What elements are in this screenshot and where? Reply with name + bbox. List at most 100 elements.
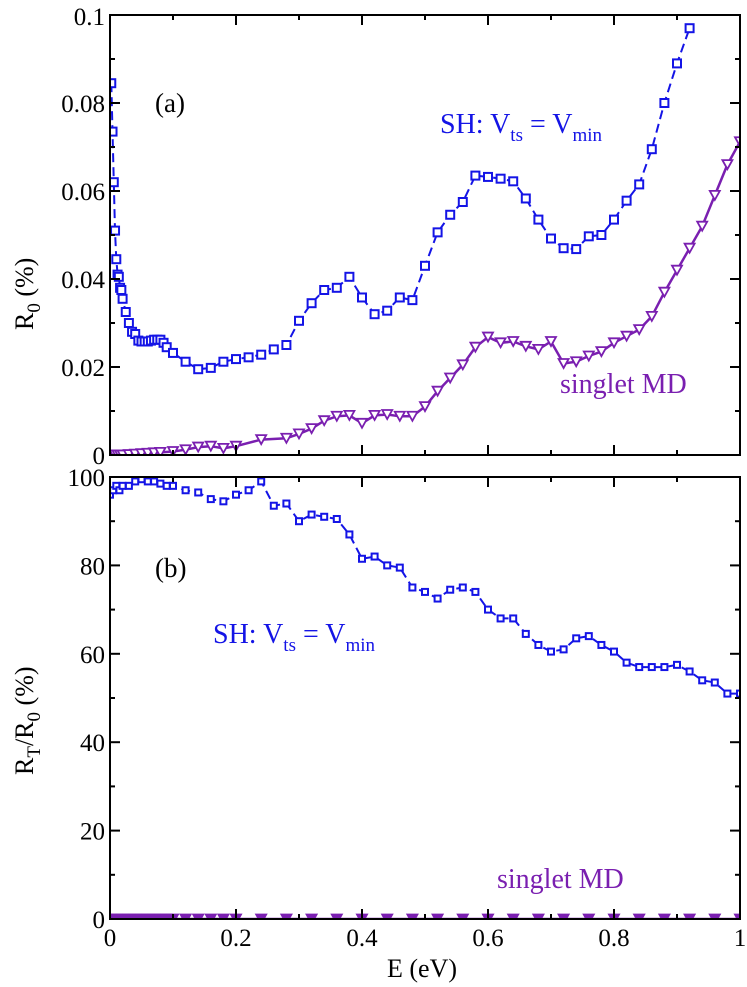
sh-data-point: [646, 144, 657, 155]
sh-data-point: [345, 530, 354, 539]
sh-data-point: [383, 561, 392, 570]
md-data-point: [557, 913, 571, 919]
md-data-point: [330, 913, 344, 919]
md-data-point: [607, 337, 621, 350]
md-data-point: [393, 410, 407, 423]
md-data-point: [683, 242, 697, 255]
sh-data-point: [508, 176, 519, 187]
md-data-point: [342, 409, 356, 422]
sh-data-point: [432, 227, 443, 238]
sh-data-point: [282, 499, 291, 508]
md-data-point: [733, 136, 740, 149]
sh-data-point: [344, 271, 355, 282]
sh-data-point: [231, 354, 241, 365]
md-data-point: [405, 913, 419, 919]
panel-b-label: (b): [155, 553, 186, 583]
panel-a-label: (a): [155, 88, 185, 118]
md-data-point: [431, 385, 445, 398]
md-data-point: [191, 913, 205, 919]
sh-data-point: [113, 271, 124, 282]
sh-data-point: [547, 647, 555, 656]
sh-data-point: [634, 179, 645, 190]
sh-data-point: [319, 285, 330, 295]
y-tick-label: 0.08: [61, 91, 105, 118]
md-data-point: [380, 913, 394, 919]
md-data-point: [279, 432, 293, 445]
md-data-point: [620, 330, 634, 343]
sh-data-point: [243, 352, 254, 363]
md-data-point: [317, 415, 331, 428]
panel-a-md-annotation: singlet MD: [560, 369, 687, 400]
sh-data-point: [218, 356, 229, 367]
md-data-point: [506, 913, 520, 919]
md-data-point: [544, 336, 558, 348]
sh-data-point: [307, 510, 316, 519]
sh-data-point: [394, 292, 405, 303]
sh-data-point: [571, 244, 582, 255]
md-data-point: [254, 434, 268, 446]
sh-data-point: [161, 342, 172, 353]
sh-data-point: [257, 477, 266, 486]
panel-b-ytick-labels: 0 20 40 60 80 100: [68, 465, 106, 934]
sh-data-point: [596, 230, 607, 240]
sh-data-point: [559, 645, 568, 654]
md-data-point: [443, 372, 457, 385]
md-data-point: [204, 440, 218, 453]
md-data-point: [456, 359, 470, 372]
panel-b: 0 20 40 60 80 100 0 0.2 0.4 0.6 0.8 1 (b) SH: Vts …: [10, 465, 746, 983]
sh-data-point: [181, 486, 190, 495]
md-data-point: [216, 442, 230, 455]
sh-data-point: [124, 481, 133, 490]
sh-data-point: [647, 663, 656, 672]
y-tick-label: 0.1: [74, 4, 105, 31]
sh-data-point: [558, 243, 569, 254]
sh-data-point: [408, 583, 417, 592]
sh-data-point: [180, 356, 191, 367]
md-data-point: [494, 337, 508, 350]
sh-data-point: [471, 587, 480, 596]
y-tick-label: 40: [80, 730, 105, 757]
sh-data-point: [295, 517, 303, 526]
md-data-point: [632, 913, 646, 919]
sh-data-point: [193, 364, 204, 375]
y-tick-label: 20: [80, 819, 105, 846]
sh-data-point: [168, 347, 178, 358]
md-data-point: [519, 340, 533, 353]
md-data-point: [531, 913, 545, 919]
sh-data-point: [131, 477, 140, 486]
x-tick-label: 0.8: [598, 925, 629, 952]
panel-b-series-group: [110, 477, 740, 919]
panel-a-ytick-labels: 0 0.02 0.04 0.06 0.08 0.1: [61, 4, 105, 470]
x-tick-label: 0.4: [346, 925, 378, 952]
sh-data-point: [583, 231, 594, 242]
sh-data-point: [483, 171, 493, 182]
panel-b-xtick-labels: 0 0.2 0.4 0.6 0.8 1: [104, 925, 747, 952]
md-data-point: [405, 410, 419, 423]
sh-data-point: [710, 678, 719, 687]
sh-data-point: [110, 177, 119, 188]
md-data-point: [708, 189, 722, 202]
sh-data-point: [433, 594, 442, 603]
sh-data-point: [597, 640, 606, 649]
panel-a-ylabel: R0 (%): [10, 258, 45, 330]
y-tick-label: 0: [93, 443, 106, 470]
sh-data-point: [572, 634, 581, 643]
md-data-point: [569, 356, 583, 369]
sh-data-point: [533, 214, 544, 225]
sh-series-line: [110, 27, 691, 371]
x-tick-label: 0.2: [220, 925, 251, 952]
md-data-point: [657, 286, 671, 299]
sh-data-point: [621, 195, 632, 206]
x-tick-label: 1: [734, 925, 747, 952]
md-data-point: [733, 913, 740, 919]
sh-data-point: [162, 481, 171, 490]
sh-data-point: [457, 197, 468, 207]
sh-data-point: [111, 254, 122, 265]
sh-data-point: [407, 295, 418, 306]
sh-data-point: [723, 689, 732, 698]
sh-data-point: [357, 292, 367, 303]
sh-data-point: [698, 676, 707, 685]
sh-data-point: [269, 501, 278, 510]
x-tick-label: 0.6: [472, 925, 503, 952]
